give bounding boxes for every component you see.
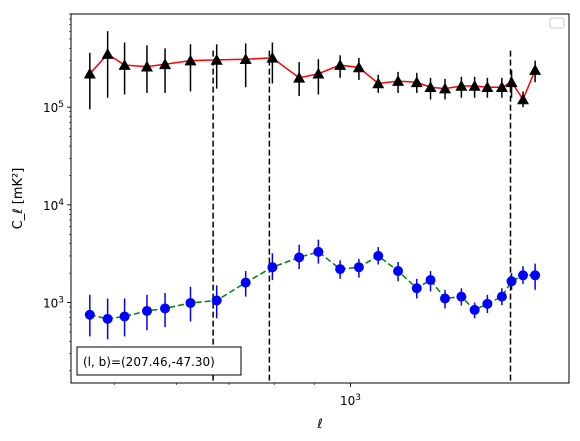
series-1-point: [352, 61, 365, 73]
series-1-point: [455, 79, 468, 91]
axes-frame: [70, 13, 570, 384]
series-2-point: [518, 270, 529, 281]
series-1-point: [505, 76, 518, 88]
series-2-point: [373, 250, 384, 261]
y-tick-label: 105: [43, 100, 64, 115]
series-1-point: [210, 53, 223, 65]
annotation-box: [76, 346, 242, 376]
series-1-point: [266, 51, 279, 63]
series-2-point: [335, 264, 346, 275]
series-1-point: [410, 76, 423, 88]
series-1-point: [83, 67, 96, 79]
series-2-point: [425, 275, 436, 286]
series-2-point: [141, 305, 152, 316]
series-1-point: [239, 53, 252, 65]
series-2-point: [456, 291, 467, 302]
series-2-point: [313, 246, 324, 257]
series-1-point: [372, 77, 385, 89]
series-1-line: [89, 53, 536, 102]
series-1-point: [439, 82, 452, 94]
series-2: [84, 239, 541, 340]
series-2-point: [353, 262, 364, 273]
annotation-text: (l, b)=(207.46,-47.30): [83, 355, 215, 369]
x-tick-label: 103: [340, 393, 361, 408]
annotation: (l, b)=(207.46,-47.30): [76, 346, 242, 376]
y-tick-label: 103: [43, 296, 64, 311]
series-1-point: [481, 81, 494, 93]
series-1-point: [312, 67, 325, 79]
series-2-point: [411, 283, 422, 294]
series-2-point: [211, 295, 222, 306]
x-axis-label: ℓ: [316, 417, 322, 432]
series-1-point: [495, 81, 508, 93]
series-2-point: [119, 311, 130, 322]
series-1-point: [159, 58, 172, 70]
series-1-point: [529, 64, 542, 75]
series-2-point: [393, 266, 404, 277]
series-1-point: [184, 54, 197, 66]
series-2-point: [506, 276, 517, 287]
series-2-point: [160, 303, 171, 314]
plot-inner: [83, 31, 542, 383]
series-1-point: [424, 81, 437, 93]
series-2-point: [440, 293, 451, 304]
series-1-point: [140, 60, 153, 72]
series-1-point: [101, 48, 114, 59]
series-1-point: [468, 79, 481, 91]
series-1-point: [517, 93, 530, 105]
series-1-point: [293, 71, 306, 83]
y-axis-label: C_ℓ [mK²]: [11, 168, 26, 230]
tick-marks: [67, 13, 351, 387]
y-tick-label: 104: [43, 198, 64, 213]
series-1-point: [392, 75, 405, 86]
series-2-point: [482, 298, 493, 309]
series-2-point: [185, 297, 196, 308]
series-1: [83, 31, 542, 110]
series-2-point: [469, 304, 480, 315]
tick-labels: 103 103 104 105: [43, 100, 361, 408]
series-2-point: [294, 252, 305, 263]
series-2-point: [496, 291, 507, 302]
plot-area: [83, 31, 542, 383]
series-2-point: [102, 313, 113, 324]
series-2-point: [240, 277, 251, 288]
series-1-point: [118, 59, 131, 70]
legend-box: [549, 17, 565, 29]
series-1-point: [334, 59, 347, 70]
series-2-point: [530, 270, 541, 281]
series-2-line: [89, 251, 536, 320]
series-2-point: [267, 262, 278, 273]
series-2-point: [84, 309, 95, 320]
